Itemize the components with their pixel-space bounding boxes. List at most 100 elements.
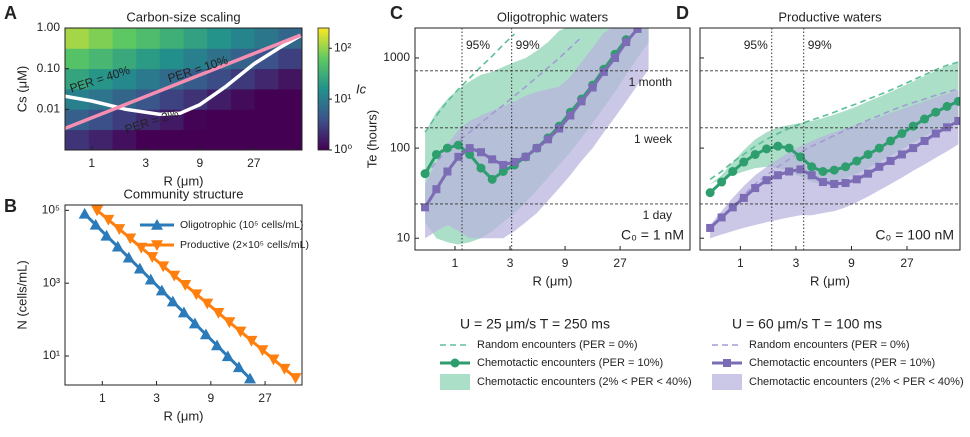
heatmap-cell — [230, 109, 256, 131]
marker — [931, 129, 940, 138]
heatmap-cell — [112, 28, 137, 49]
data-line — [65, 33, 302, 131]
y-tick-label: 1000 — [383, 50, 410, 64]
marker — [443, 167, 452, 176]
data-line — [65, 34, 302, 117]
legend-label: Chemotactic encounters (2% < PER < 40%) — [477, 376, 692, 388]
marker — [773, 171, 782, 180]
marker — [201, 298, 214, 310]
x-tick-label: 3 — [793, 256, 800, 270]
heatmap-cell — [207, 109, 232, 131]
colorbar-tick-label: 10² — [334, 40, 351, 54]
heatmap-cell — [88, 48, 114, 70]
heatmap-cell — [65, 129, 90, 150]
marker — [920, 136, 929, 145]
marker — [223, 317, 236, 329]
marker — [267, 354, 280, 366]
marker — [111, 240, 124, 252]
threshold-label: 99% — [516, 38, 540, 52]
heatmap-cell — [230, 28, 256, 49]
x-tick-label: 3 — [507, 256, 514, 270]
marker — [432, 185, 441, 194]
marker — [829, 165, 839, 175]
marker — [256, 345, 269, 357]
heatmap-cell — [183, 129, 208, 150]
marker — [232, 361, 245, 373]
heatmap-cell — [65, 48, 90, 70]
heatmap-cell — [278, 48, 302, 70]
threshold-label: 95% — [744, 38, 768, 52]
marker — [784, 143, 794, 153]
heatmap-cell — [159, 88, 185, 110]
x-tick-label: 1 — [99, 391, 106, 405]
y-tick-label: 1.00 — [37, 20, 61, 34]
marker — [144, 273, 157, 285]
heatmap-cell — [230, 88, 256, 110]
marker — [875, 162, 884, 171]
data-line — [83, 212, 252, 380]
marker — [886, 156, 895, 165]
y-tick-label: 10 — [397, 230, 411, 244]
heatmap-cell — [278, 129, 302, 150]
y-tick-label: 0.10 — [37, 61, 61, 75]
data-line — [709, 88, 959, 229]
marker — [278, 363, 291, 375]
colorbar-tick-label: 10¹ — [334, 91, 351, 105]
x-tick-label: 3 — [153, 391, 160, 405]
annotation: C₀ = 100 nM — [875, 227, 954, 243]
marker — [931, 107, 941, 117]
marker — [442, 143, 452, 153]
reference-label: 1 week — [634, 132, 673, 146]
heatmap-cell — [136, 48, 161, 70]
legend-label: Random encounters (PER = 0%) — [749, 339, 910, 351]
marker — [852, 175, 861, 184]
marker — [566, 111, 575, 120]
marker — [100, 229, 113, 241]
marker — [476, 163, 486, 173]
marker — [762, 176, 771, 185]
heatmap-cell — [88, 28, 114, 49]
annotation: C₀ = 1 nM — [621, 227, 684, 243]
marker — [751, 184, 760, 193]
marker — [289, 373, 302, 384]
panel-letter: C — [390, 3, 403, 23]
x-tick-label: 9 — [562, 256, 569, 270]
marker — [908, 121, 918, 131]
y-axis-label: Te (hours) — [364, 110, 379, 169]
heatmap-cell — [254, 88, 279, 110]
heatmap-cell — [112, 109, 137, 131]
panel-letter: D — [676, 3, 689, 23]
marker — [190, 289, 203, 301]
marker — [750, 149, 760, 159]
y-tick-label: 10³ — [43, 275, 60, 289]
plot-area — [705, 61, 960, 239]
x-tick-label: 27 — [613, 256, 627, 270]
heatmap-cell — [88, 109, 114, 131]
heatmap-cell — [254, 109, 279, 131]
legend-title: U = 25 μm/s T = 250 ms — [460, 316, 610, 332]
heatmap-cell — [112, 88, 137, 110]
marker — [942, 101, 952, 111]
marker — [807, 162, 817, 172]
marker — [723, 359, 731, 367]
heatmap-cell — [207, 68, 232, 90]
legend-label: Random encounters (PER = 0%) — [477, 339, 638, 351]
heatmap-cell — [254, 68, 279, 90]
marker — [421, 203, 430, 212]
marker — [188, 317, 201, 329]
x-axis-label: R (μm) — [533, 273, 573, 288]
marker — [818, 178, 827, 187]
marker — [234, 326, 247, 338]
data-line — [424, 36, 583, 176]
marker — [498, 166, 508, 176]
heatmap-cell — [88, 129, 114, 150]
panel-letter: A — [4, 3, 17, 23]
marker — [773, 141, 783, 151]
marker — [954, 116, 960, 125]
y-tick-label: 0.01 — [37, 102, 61, 116]
marker — [166, 295, 179, 307]
heatmap-cell — [65, 28, 90, 49]
legend-label: Chemotactic encounters (PER = 10%) — [749, 357, 935, 369]
marker — [577, 97, 586, 106]
